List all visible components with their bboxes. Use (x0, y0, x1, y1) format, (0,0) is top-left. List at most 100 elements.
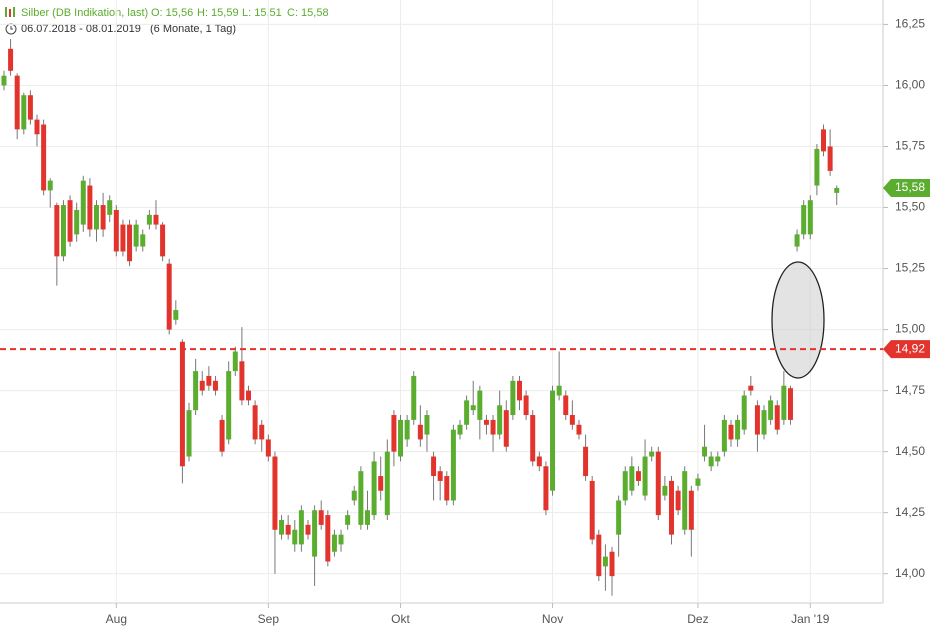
candle-body (834, 187, 840, 193)
candle-body (655, 451, 661, 516)
y-tick-label: 15,00 (895, 322, 925, 336)
candle-body (107, 200, 113, 215)
plot (0, 0, 883, 603)
candle-body (298, 510, 304, 545)
candle-body (431, 456, 437, 477)
candle-body (212, 380, 218, 391)
candle-body (398, 419, 404, 457)
candle-body (259, 424, 265, 440)
ohlc-open: O: 15,56 (151, 7, 193, 19)
x-tick-label: Sep (258, 612, 280, 626)
candle-body (87, 185, 93, 230)
candle-body (239, 361, 245, 401)
candle-body (120, 224, 126, 252)
candle-body (556, 385, 562, 396)
candle-body (8, 48, 14, 71)
candle-body (702, 446, 708, 457)
candle-body (583, 446, 589, 477)
y-tick-label: 15,25 (895, 261, 925, 275)
x-tick-label: Jan '19 (791, 612, 830, 626)
y-tick-label: 16,25 (895, 17, 925, 31)
candle-body (530, 415, 536, 462)
ohlc-close: C: 15,58 (287, 7, 329, 19)
x-tick-label: Dez (687, 612, 708, 626)
y-tick-label: 15,50 (895, 200, 925, 214)
candle-body (649, 451, 655, 457)
ohlc-low: L: 15,51 (242, 7, 282, 19)
candle-body (27, 95, 33, 120)
candle-body (424, 415, 430, 435)
candle-body (219, 419, 225, 452)
candle-body (457, 424, 463, 435)
candle-body (34, 119, 40, 135)
candle-body (411, 375, 417, 420)
annotation-ellipse (771, 261, 825, 379)
candle-body (523, 395, 529, 416)
candle-body (113, 209, 119, 252)
candle-body (292, 529, 298, 545)
candle-body (345, 515, 351, 525)
candle-body (179, 341, 185, 467)
candle-body (622, 471, 628, 501)
candle-body (67, 200, 73, 242)
candle-body (503, 410, 509, 447)
candle-body (305, 524, 311, 535)
candle-body (41, 124, 47, 191)
candle-body (510, 380, 516, 416)
candle-body (166, 263, 172, 330)
icon (5, 7, 7, 17)
candle-body (801, 205, 807, 235)
candle-body (807, 200, 813, 235)
candle-body (642, 456, 648, 496)
candle-body (60, 205, 66, 257)
candle-body (794, 234, 800, 247)
candle-body (609, 551, 615, 577)
candle-body (391, 415, 397, 452)
candle-body (497, 405, 503, 435)
candle-body (100, 205, 106, 230)
y-tick-label: 14,75 (895, 383, 925, 397)
candle-body (569, 415, 575, 425)
y-tick-label: 14,25 (895, 505, 925, 519)
candle-body (589, 480, 595, 540)
candle-body (325, 515, 331, 562)
candle-body (814, 148, 820, 186)
candle-body (708, 456, 714, 467)
candle-body (312, 510, 318, 557)
candle-body (616, 500, 622, 535)
icon (13, 7, 15, 17)
candle-body (682, 471, 688, 530)
candle-body (318, 510, 324, 525)
candle-body (754, 405, 760, 435)
reference-tag (883, 340, 930, 359)
candle-body (127, 224, 133, 262)
clock-icon (10, 26, 13, 30)
candle-body (516, 380, 522, 401)
candle-body (14, 75, 20, 130)
candle-body (821, 129, 827, 152)
candle-body (265, 439, 271, 457)
candle-body (490, 419, 496, 435)
candle-body (1, 75, 7, 86)
candle-body (444, 476, 450, 501)
candle-body (774, 405, 780, 430)
candle-body (54, 205, 60, 257)
last-price-tag (883, 178, 930, 197)
y-tick-label: 14,50 (895, 444, 925, 458)
candle-body (272, 456, 278, 530)
candle-body (728, 424, 734, 440)
y-tick-label: 15,75 (895, 139, 925, 153)
candle-body (160, 224, 166, 257)
candle-body (199, 380, 205, 391)
candle-body (74, 209, 80, 235)
candle-body (21, 95, 27, 130)
candle-body (173, 310, 179, 320)
candle-body (186, 410, 192, 457)
reference-label: 14,92 (895, 341, 925, 355)
candle-body (635, 471, 641, 481)
candle-body (93, 205, 99, 230)
last-price-label: 15,58 (895, 180, 925, 194)
candle-body (226, 371, 232, 440)
candle-body (232, 351, 238, 372)
candle-body (464, 400, 470, 425)
